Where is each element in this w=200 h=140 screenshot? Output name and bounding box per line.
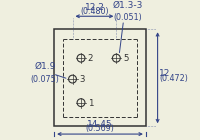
Text: (0.472): (0.472) [159, 74, 188, 83]
Text: (0.480): (0.480) [80, 7, 109, 16]
Text: 1: 1 [88, 99, 93, 108]
Text: 3: 3 [79, 75, 85, 84]
Text: (0.569): (0.569) [86, 124, 114, 133]
Text: 5: 5 [123, 54, 128, 63]
Text: Ø1.9: Ø1.9 [34, 62, 56, 71]
Text: (0.075): (0.075) [31, 75, 59, 84]
Text: 14.45: 14.45 [87, 120, 113, 129]
Text: Ø1.3-3: Ø1.3-3 [112, 1, 143, 10]
Bar [54, 29, 146, 126]
Text: 2: 2 [88, 54, 93, 63]
Text: (0.051): (0.051) [113, 13, 142, 22]
Text: 12: 12 [159, 69, 171, 78]
Text: 12.2: 12.2 [84, 3, 104, 12]
